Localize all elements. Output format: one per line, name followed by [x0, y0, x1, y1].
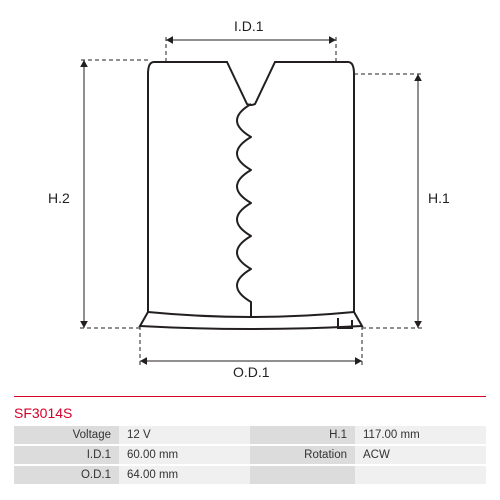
- dimension-label-h1: H.1: [428, 190, 450, 206]
- dimension-label-id1: I.D.1: [234, 18, 264, 34]
- dimension-label-od1: O.D.1: [233, 364, 270, 380]
- table-row: I.D.1 60.00 mm Rotation ACW: [14, 446, 486, 464]
- spec-value: 60.00 mm: [119, 446, 250, 464]
- spec-label: I.D.1: [14, 446, 119, 464]
- spec-value: [355, 466, 486, 484]
- dimension-label-h2: H.2: [48, 190, 70, 206]
- spec-value: 12 V: [119, 426, 250, 444]
- spec-label: Rotation: [250, 446, 355, 464]
- technical-diagram: I.D.1 O.D.1 H.1 H.2: [48, 18, 452, 380]
- spec-label: [250, 466, 355, 484]
- part-number: SF3014S: [14, 405, 72, 421]
- spec-table: Voltage 12 V H.1 117.00 mm I.D.1 60.00 m…: [14, 426, 486, 486]
- spec-value: ACW: [355, 446, 486, 464]
- spec-value: 64.00 mm: [119, 466, 250, 484]
- spec-label: O.D.1: [14, 466, 119, 484]
- spec-label: H.1: [250, 426, 355, 444]
- table-row: Voltage 12 V H.1 117.00 mm: [14, 426, 486, 444]
- spec-value: 117.00 mm: [355, 426, 486, 444]
- section-divider: [14, 396, 486, 397]
- table-row: O.D.1 64.00 mm: [14, 466, 486, 484]
- spec-label: Voltage: [14, 426, 119, 444]
